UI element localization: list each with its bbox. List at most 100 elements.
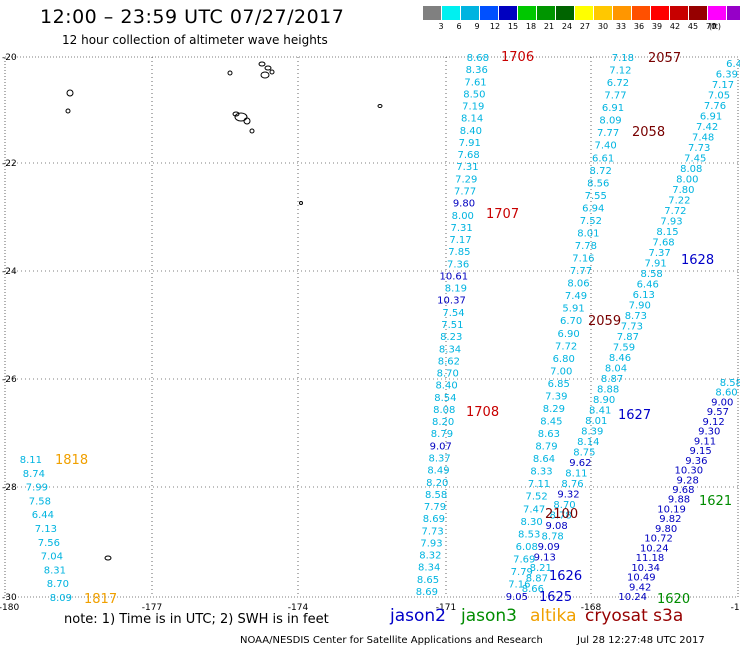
legend-color-bar [423, 6, 740, 20]
swh-value: 9.00 [711, 397, 733, 408]
swh-value: 8.78 [549, 511, 571, 522]
track-pass-label: 2059 [588, 314, 621, 329]
swh-value: 8.58 [641, 269, 663, 280]
track-pass-label: 1707 [486, 207, 519, 222]
units-note: note: 1) Time is in UTC; 2) SWH is in fe… [64, 612, 329, 627]
swh-value: 7.73 [621, 322, 643, 333]
swh-value: 9.08 [545, 521, 567, 532]
swh-value: 7.80 [672, 185, 694, 196]
swh-value: 8.62 [438, 356, 460, 367]
swh-value: 8.66 [522, 584, 544, 595]
lat-tick-label: -20 [2, 53, 17, 63]
legend-swatch [689, 6, 708, 20]
swh-value: 9.88 [668, 495, 690, 506]
legend-label: 15 [507, 22, 519, 31]
swh-value: 8.70 [553, 500, 575, 511]
swh-value: 7.85 [448, 247, 470, 258]
swh-value: 8.09 [599, 116, 621, 127]
lon-tick-label: -16 [731, 603, 740, 613]
lat-tick-label: -30 [2, 593, 17, 603]
swh-value: 8.87 [526, 574, 548, 585]
swh-value: 9.28 [677, 475, 699, 486]
swh-value: 7.48 [692, 133, 714, 144]
swh-value: 7.77 [604, 91, 626, 102]
swh-value: 8.20 [432, 417, 454, 428]
swh-value: 7.42 [696, 122, 718, 133]
swh-value: 9.36 [685, 456, 707, 467]
legend-swatch [575, 6, 594, 20]
swh-value: 7.29 [455, 174, 477, 185]
swh-value: 7.69 [513, 554, 535, 565]
swh-value: 8.11 [20, 455, 42, 466]
island-outline [264, 65, 272, 71]
satellite-legend-item: altika [530, 606, 577, 626]
swh-value: 7.36 [447, 259, 469, 270]
swh-value: 10.19 [657, 504, 686, 515]
legend-swatch [708, 6, 727, 20]
swh-value: 8.14 [577, 437, 599, 448]
swh-value: 8.70 [47, 579, 69, 590]
swh-value: 8.36 [466, 65, 488, 76]
swh-value: 8.34 [418, 563, 440, 574]
swh-value: 8.79 [431, 429, 453, 440]
track-pass-label: 1627 [618, 408, 651, 423]
swh-value: 9.13 [534, 553, 556, 564]
swh-value: 5.91 [562, 304, 584, 315]
swh-value: 8.31 [44, 565, 66, 576]
swh-value: 8.01 [585, 416, 607, 427]
legend-swatch [518, 6, 537, 20]
swh-value: 7.17 [449, 235, 471, 246]
swh-value: 7.17 [712, 80, 734, 91]
swh-value: 9.68 [672, 485, 694, 496]
swh-value: 8.76 [561, 479, 583, 490]
swh-value: 8.34 [439, 344, 461, 355]
swh-value: 8.19 [445, 284, 467, 295]
legend-swatch [727, 6, 740, 20]
track-pass-label: 1626 [549, 569, 582, 584]
swh-value: 7.77 [570, 266, 592, 277]
swh-value: 8.72 [590, 166, 612, 177]
swh-value: 7.54 [442, 308, 464, 319]
swh-value: 8.00 [452, 211, 474, 222]
swh-value: 10.34 [631, 563, 660, 574]
swh-value: 8.88 [597, 385, 619, 396]
swh-value: 7.12 [609, 66, 631, 77]
swh-value: 8.46 [609, 353, 631, 364]
swh-value: 8.74 [23, 469, 45, 480]
swh-value: 8.39 [581, 427, 603, 438]
swh-value: 8.87 [601, 374, 623, 385]
legend-swatch [613, 6, 632, 20]
island-outline [299, 201, 303, 205]
swh-value: 8.60 [715, 388, 737, 399]
legend-label: 24 [561, 22, 573, 31]
swh-value: 7.39 [545, 391, 567, 402]
legend-label: 39 [651, 22, 663, 31]
legend-swatch [499, 6, 518, 20]
swh-value: 7.52 [525, 492, 547, 503]
legend-label: 30 [597, 22, 609, 31]
legend-label: 70 [705, 22, 717, 31]
legend-swatch [442, 6, 461, 20]
swh-value: 8.70 [437, 369, 459, 380]
swh-value: 9.11 [694, 436, 716, 447]
swh-value: 8.79 [535, 442, 557, 453]
swh-value: 7.51 [441, 320, 463, 331]
swh-value: 9.12 [702, 417, 724, 428]
lon-tick-label: -180 [0, 603, 19, 613]
swh-value: 8.15 [656, 227, 678, 238]
swh-value: 7.93 [420, 538, 442, 549]
swh-value: 7.52 [580, 216, 602, 227]
track-pass-label: 2057 [648, 51, 681, 66]
legend-swatch [632, 6, 651, 20]
swh-value: 7.73 [688, 143, 710, 154]
swh-value: 8.65 [417, 575, 439, 586]
legend-label: 33 [615, 22, 627, 31]
swh-value: 10.72 [644, 534, 673, 545]
swh-value: 7.58 [29, 496, 51, 507]
island-outline [377, 104, 383, 108]
legend-label: 21 [543, 22, 555, 31]
swh-value: 9.09 [538, 542, 560, 553]
legend-swatch [651, 6, 670, 20]
track-pass-label: 1706 [501, 50, 534, 65]
